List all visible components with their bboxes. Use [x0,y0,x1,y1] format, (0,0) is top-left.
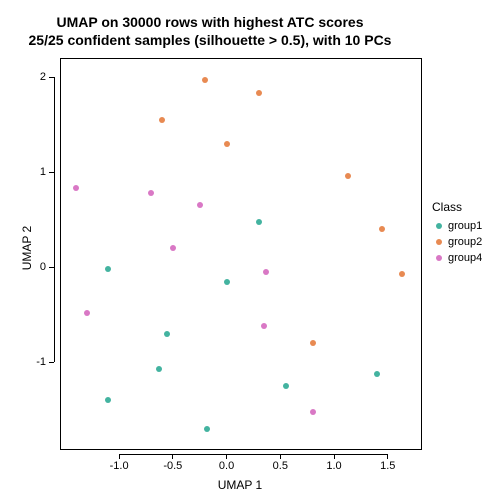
scatter-point [164,331,170,337]
scatter-point [263,269,269,275]
scatter-point [379,226,385,232]
x-tick [172,454,173,459]
scatter-point [224,141,230,147]
y-tick-label: -1 [30,356,46,368]
y-tick-label: 1 [30,166,46,178]
x-tick [334,454,335,459]
y-axis-label: UMAP 2 [20,218,34,278]
scatter-point [156,366,162,372]
scatter-point [197,202,203,208]
x-tick-label: -0.5 [163,460,182,472]
y-axis-line [54,77,55,362]
x-tick-label: 1.5 [380,460,395,472]
legend-item: group1 [432,218,482,234]
scatter-point [345,173,351,179]
scatter-point [256,90,262,96]
chart-title-line2: 25/25 confident samples (silhouette > 0.… [0,32,420,48]
y-tick-label: 2 [30,71,46,83]
legend-label: group2 [448,236,482,248]
y-tick [49,267,54,268]
chart-title-line1: UMAP on 30000 rows with highest ATC scor… [0,14,420,30]
x-tick-label: 0.0 [219,460,234,472]
scatter-point [84,310,90,316]
legend-swatch-icon [436,223,442,229]
y-tick [49,77,54,78]
x-tick [387,454,388,459]
x-axis-label: UMAP 1 [60,478,420,492]
legend-item: group2 [432,234,482,250]
x-tick-label: 0.5 [273,460,288,472]
umap-scatter-chart: UMAP on 30000 rows with highest ATC scor… [0,0,504,504]
y-tick [49,172,54,173]
legend-swatch-icon [436,255,442,261]
scatter-point [202,77,208,83]
scatter-point [399,271,405,277]
y-tick [49,362,54,363]
legend: Class group1 group2 group4 [432,200,482,266]
x-tick-label: 1.0 [326,460,341,472]
legend-label: group4 [448,252,482,264]
scatter-point [148,190,154,196]
scatter-point [283,383,289,389]
scatter-point [310,340,316,346]
x-tick [280,454,281,459]
x-axis-line [119,454,388,455]
x-tick-label: -1.0 [110,460,129,472]
scatter-point [310,409,316,415]
legend-label: group1 [448,220,482,232]
scatter-point [105,266,111,272]
scatter-point [204,426,210,432]
scatter-point [73,185,79,191]
scatter-point [170,245,176,251]
legend-title: Class [432,200,482,214]
scatter-point [105,397,111,403]
x-tick [119,454,120,459]
scatter-point [256,219,262,225]
scatter-point [224,279,230,285]
scatter-point [159,117,165,123]
scatter-point [261,323,267,329]
legend-swatch-icon [436,239,442,245]
legend-item: group4 [432,250,482,266]
plot-area [60,58,422,450]
x-tick [226,454,227,459]
scatter-point [374,371,380,377]
